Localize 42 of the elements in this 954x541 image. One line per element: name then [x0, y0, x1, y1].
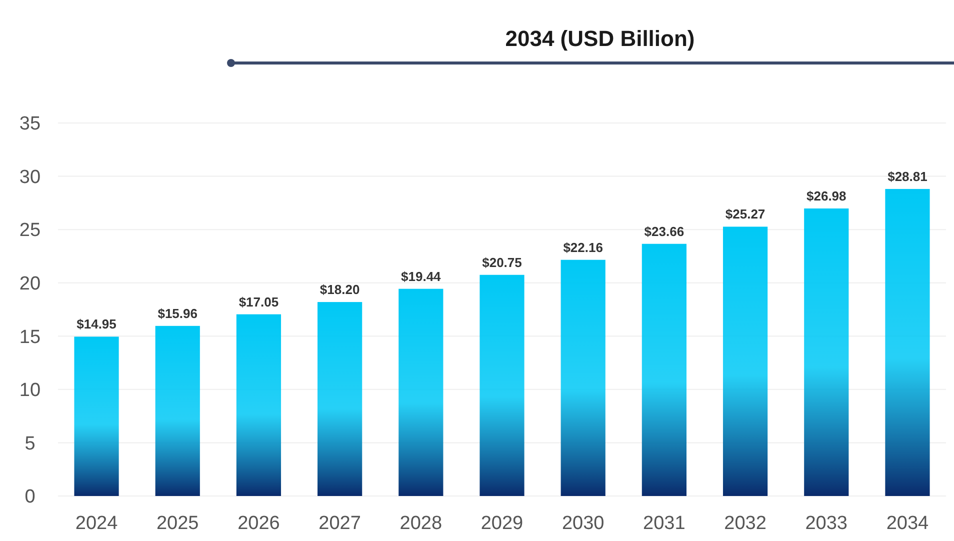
bar	[480, 274, 524, 496]
bar	[318, 302, 362, 496]
y-tick-label: 20	[19, 274, 41, 295]
data-label: $19.44	[401, 268, 442, 284]
y-tick-label: 0	[24, 486, 36, 508]
data-label: $14.95	[76, 316, 116, 332]
bar	[236, 314, 282, 496]
bar	[804, 208, 849, 496]
bar	[398, 288, 444, 496]
data-label: $20.75	[482, 254, 522, 270]
data-label: $17.05	[238, 294, 279, 310]
y-tick-label: 25	[19, 220, 41, 242]
y-tick-label: 15	[19, 326, 41, 348]
y-tick-label: 10	[19, 380, 41, 402]
x-tick-label: 2031	[643, 513, 686, 534]
bar	[155, 326, 200, 496]
x-tick-label: 2030	[562, 513, 604, 534]
data-label: $22.16	[563, 240, 603, 255]
data-label: $28.81	[888, 168, 928, 184]
y-tick-label: 5	[24, 433, 36, 454]
y-tick-label: 35	[19, 114, 41, 135]
x-tick-label: 2029	[480, 513, 524, 534]
x-tick-label: 2026	[238, 513, 280, 534]
x-tick-label: 2028	[400, 513, 442, 534]
x-tick-label: 2033	[805, 513, 848, 534]
bar	[885, 188, 930, 496]
data-label: $23.66	[644, 224, 684, 239]
data-label: $26.98	[806, 188, 846, 204]
bar	[74, 336, 119, 496]
data-label: $18.20	[320, 282, 360, 298]
x-tick-label: 2025	[156, 513, 199, 534]
bar	[642, 244, 686, 496]
x-tick-label: 2027	[318, 513, 361, 534]
data-label: $25.27	[725, 206, 766, 222]
bar	[560, 260, 606, 496]
bar	[722, 226, 768, 496]
data-label: $15.96	[158, 306, 198, 321]
chart-title: 2034 (USD Billion)	[505, 26, 695, 51]
y-tick-label: 30	[19, 166, 41, 188]
x-tick-label: 2024	[75, 513, 118, 534]
x-tick-label: 2034	[886, 513, 930, 534]
x-tick-label: 2032	[724, 513, 766, 534]
